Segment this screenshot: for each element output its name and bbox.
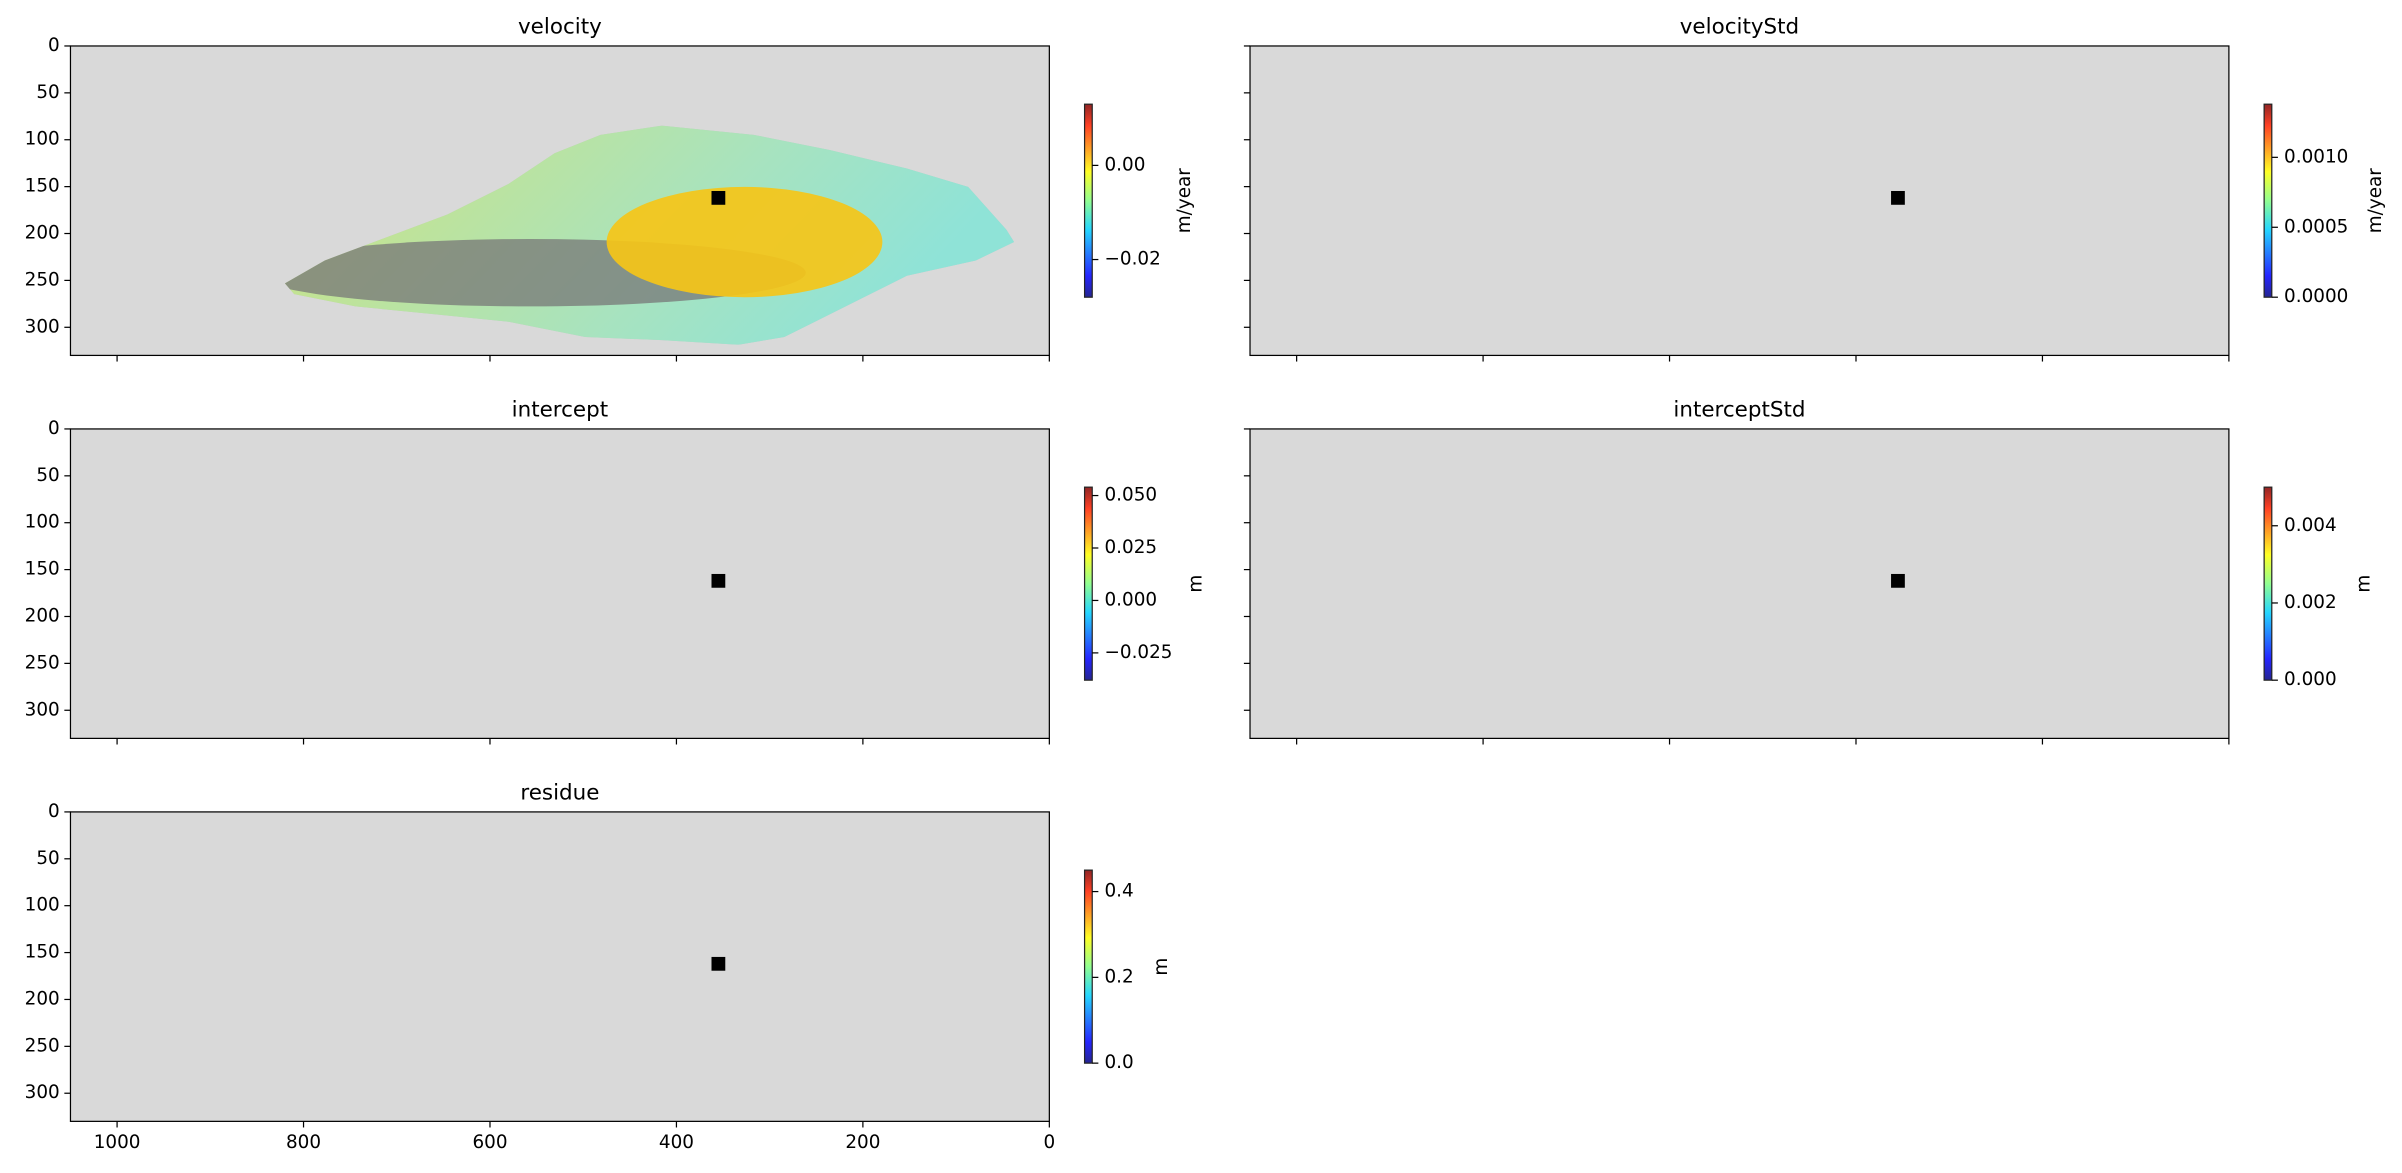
- colorbar-tick-label: 0.050: [1104, 485, 1157, 506]
- image-background: [70, 811, 1050, 1122]
- colorbar-tick-label: −0.02: [1104, 249, 1160, 270]
- y-tick-label: 0: [48, 801, 60, 822]
- marker: [1891, 190, 1905, 205]
- colorbar: [1083, 486, 1093, 681]
- axes-frame: [1249, 428, 2230, 739]
- y-tick-label: 200: [25, 223, 60, 244]
- y-tick-label: 50: [36, 848, 59, 869]
- panel-title: velocity: [518, 15, 602, 40]
- image-background: [1250, 428, 2229, 739]
- y-tick-label: 100: [25, 129, 60, 150]
- x-tick-label: 1000: [94, 1132, 141, 1153]
- y-tick-label: 250: [25, 652, 60, 673]
- colorbar-tick-label: 0.4: [1104, 881, 1133, 902]
- colorbar-tick-label: 0.025: [1104, 537, 1157, 558]
- y-tick-label: 300: [25, 699, 60, 720]
- colorbar-tick-label: 0.0: [1104, 1052, 1133, 1073]
- colorbar: [1083, 869, 1093, 1064]
- panel: intercept 0 50 100 150 200 250 300 0.050 0.025 0.0…: [25, 398, 1206, 745]
- x-tick-label: 600: [472, 1132, 507, 1153]
- colorbar-label: m: [2353, 575, 2374, 593]
- image-background: [70, 428, 1050, 739]
- y-tick-label: 250: [25, 1035, 60, 1056]
- y-tick-label: 0: [48, 35, 60, 56]
- colorbar-label: m/year: [2365, 168, 2386, 234]
- x-tick-label: 0: [1043, 1132, 1055, 1153]
- colorbar-tick-label: 0.0000: [2284, 286, 2348, 307]
- axes-frame: [1249, 45, 2230, 357]
- colorbar-label: m: [1151, 958, 1172, 976]
- y-tick-label: 150: [25, 559, 60, 580]
- y-tick-label: 200: [25, 988, 60, 1009]
- axes-frame: [69, 811, 1050, 1122]
- y-tick-label: 100: [25, 895, 60, 916]
- y-tick-label: 150: [25, 942, 60, 963]
- colorbar-label: m/year: [1174, 168, 1195, 234]
- colorbar-tick-label: 0.004: [2284, 515, 2337, 536]
- y-tick-label: 300: [25, 1082, 60, 1103]
- colorbar-label: m: [1185, 575, 1206, 593]
- image-background: [1250, 45, 2229, 356]
- colorbar: [2263, 103, 2273, 298]
- y-tick-label: 50: [36, 465, 59, 486]
- panel-title: interceptStd: [1673, 398, 1805, 423]
- colorbar-tick-label: −0.025: [1104, 642, 1172, 663]
- y-tick-label: 200: [25, 605, 60, 626]
- y-tick-label: 300: [25, 316, 60, 337]
- axes-frame: [69, 428, 1050, 739]
- axes-frame: [69, 45, 1050, 357]
- y-tick-label: 100: [25, 512, 60, 533]
- colorbar: [2263, 486, 2273, 681]
- y-tick-label: 250: [25, 269, 60, 290]
- panel: interceptStd 0.000 0.002 0.004 m: [1243, 398, 2374, 745]
- colorbar-tick-label: 0.000: [2284, 669, 2337, 690]
- x-tick-label: 200: [845, 1132, 880, 1153]
- panel: velocityStd 0.0000 0.0005 0.0010 m/year: [1243, 15, 2386, 362]
- marker: [1891, 573, 1905, 588]
- panel-title: residue: [520, 781, 599, 806]
- colorbar: [1083, 103, 1093, 298]
- panel: residue 1000 800 600 400 200 0 0 50 100 150 200 250 3…: [25, 781, 1172, 1153]
- colorbar-tick-label: 0.0010: [2284, 146, 2348, 167]
- panel-title: intercept: [512, 398, 608, 423]
- colorbar-tick-label: 0.000: [1104, 589, 1157, 610]
- colorbar-tick-label: 0.0005: [2284, 216, 2348, 237]
- marker: [711, 573, 726, 588]
- panel: velocity 0 50 100 150 200 250 300 0.00 −0.02 m/yea…: [25, 15, 1195, 362]
- colorbar-tick-label: 0.00: [1104, 154, 1145, 175]
- marker: [711, 190, 726, 205]
- panel-title: velocityStd: [1680, 15, 1799, 40]
- colorbar-tick-label: 0.2: [1104, 966, 1133, 987]
- y-tick-label: 0: [48, 418, 60, 439]
- y-tick-label: 150: [25, 176, 60, 197]
- x-tick-label: 800: [286, 1132, 321, 1153]
- coherent-region: [606, 186, 883, 298]
- colorbar-tick-label: 0.002: [2284, 592, 2337, 613]
- y-tick-label: 50: [36, 82, 59, 103]
- x-tick-label: 400: [659, 1132, 694, 1153]
- marker: [711, 956, 726, 971]
